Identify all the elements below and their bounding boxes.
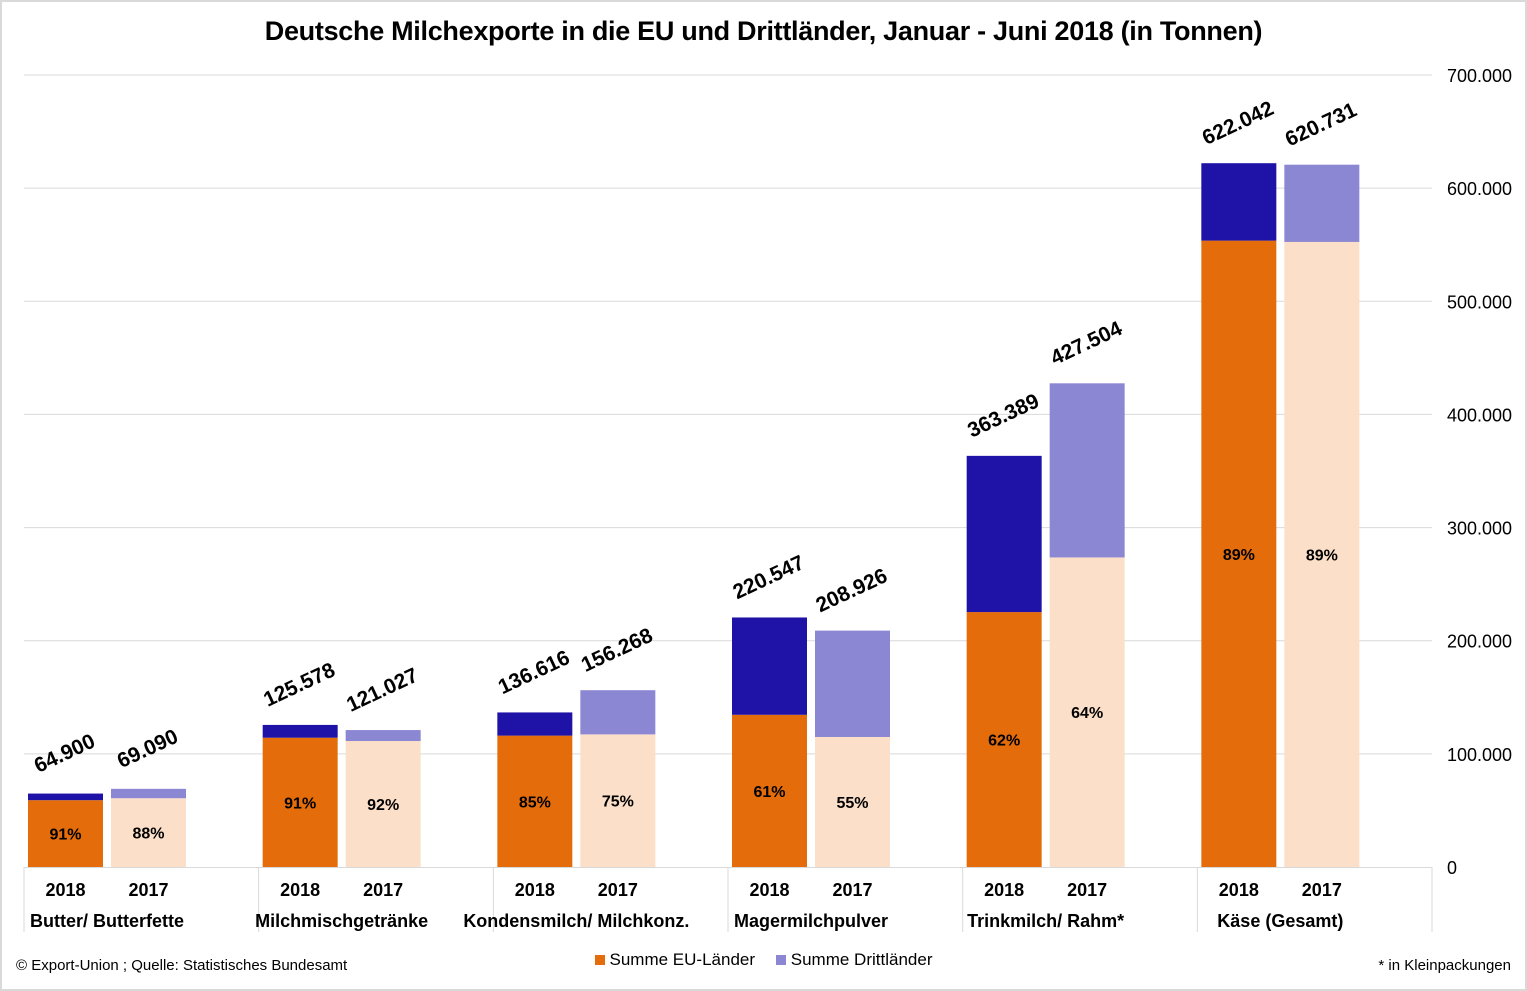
year-label: 2018 [45,880,85,900]
total-label: 121.027 [343,664,422,717]
bar-eu-2018 [497,735,573,867]
year-label: 2018 [280,880,320,900]
bar-eu-2018 [262,737,338,867]
chart-title: Deutsche Milchexporte in die EU und Drit… [264,16,1263,46]
pct-label: 88% [132,826,164,843]
total-label: 620.731 [1282,98,1361,151]
total-label: 622.042 [1199,97,1278,150]
year-label: 2017 [1067,880,1107,900]
category-label: Trinkmilch/ Rahm* [967,911,1124,931]
year-label: 2017 [832,880,872,900]
bar-third-2017 [1284,164,1360,242]
bars [28,163,1360,868]
pct-label: 85% [519,794,551,811]
bar-third-2018 [28,793,103,801]
bar-third-2017 [815,630,890,737]
bar-eu-2017 [1049,557,1125,867]
data-labels: 91% 64.900 88% 69.090 91% 125.578 92% 121.027 85… [31,97,1361,844]
total-label: 220.547 [729,551,808,604]
footnote: * in Kleinpackungen [1378,957,1511,974]
bar-eu-2017 [111,798,186,867]
total-label: 136.616 [495,646,574,699]
pct-label: 62% [988,733,1020,750]
total-label: 69.090 [114,725,182,773]
total-label: 64.900 [31,730,99,778]
pct-label: 64% [1071,705,1103,722]
bar-eu-2018 [966,612,1042,867]
y-axis: 0 100.000 200.000 300.000 400.000 500.000 600.… [1447,66,1512,878]
total-label: 363.389 [964,389,1043,442]
bar-third-2018 [732,617,807,715]
bar-third-2018 [1201,163,1277,241]
category-label: Käse (Gesamt) [1217,911,1343,931]
year-label: 2017 [598,880,638,900]
bar-third-2018 [497,712,573,736]
legend: Summe EU-Länder Summe Drittländer [0,950,1527,970]
category-label: Magermilchpulver [734,911,888,931]
y-tick-label: 0 [1447,858,1457,878]
category-label: Kondensmilch/ Milchkonz. [463,911,689,931]
legend-item-third: Summe Drittländer [775,950,933,970]
y-tick-label: 100.000 [1447,745,1512,765]
bar-third-2017 [345,730,421,742]
bar-eu-2018 [28,800,103,867]
pct-label: 91% [49,827,81,844]
year-label: 2017 [128,880,168,900]
year-label: 2018 [984,880,1024,900]
bar-third-2017 [111,788,186,799]
legend-label-eu: Summe EU-Länder [609,950,756,969]
bar-third-2018 [262,724,338,738]
bar-eu-2018 [732,714,807,867]
y-tick-label: 600.000 [1447,179,1512,199]
bar-third-2017 [1049,383,1125,558]
year-label: 2017 [363,880,403,900]
bar-third-2018 [966,455,1042,613]
x-axis: 2018 2017 Butter/ Butterfette 2018 2017 Milch… [23,867,1433,932]
y-tick-label: 700.000 [1447,66,1512,86]
gridlines [24,74,1432,755]
bar-eu-2017 [1284,241,1360,867]
total-label: 427.504 [1047,317,1126,370]
y-tick-label: 200.000 [1447,632,1512,652]
total-label: 125.578 [260,658,339,711]
year-label: 2017 [1302,880,1342,900]
year-label: 2018 [1219,880,1259,900]
bar-eu-2017 [815,736,890,867]
pct-label: 92% [367,797,399,814]
year-label: 2018 [515,880,555,900]
total-label: 208.926 [812,564,891,617]
bar-third-2017 [580,690,656,735]
legend-item-eu: Summe EU-Länder [594,950,756,970]
pct-label: 91% [284,795,316,812]
pct-label: 89% [1306,547,1338,564]
pct-label: 55% [836,795,868,812]
total-label: 156.268 [578,624,657,677]
legend-swatch-eu [594,955,605,965]
category-label: Milchmischgetränke [255,911,428,931]
source-note: © Export-Union ; Quelle: Statistisches B… [16,957,348,974]
legend-label-third: Summe Drittländer [790,950,933,969]
category-label: Butter/ Butterfette [30,911,184,931]
pct-label: 75% [602,794,634,811]
pct-label: 89% [1223,547,1255,564]
bar-eu-2017 [345,741,421,867]
bar-eu-2018 [1201,240,1277,868]
year-label: 2018 [749,880,789,900]
y-tick-label: 500.000 [1447,292,1512,312]
legend-swatch-third [775,955,786,965]
bar-eu-2017 [580,734,656,867]
y-tick-label: 400.000 [1447,405,1512,425]
y-tick-label: 300.000 [1447,519,1512,539]
pct-label: 61% [753,784,785,801]
